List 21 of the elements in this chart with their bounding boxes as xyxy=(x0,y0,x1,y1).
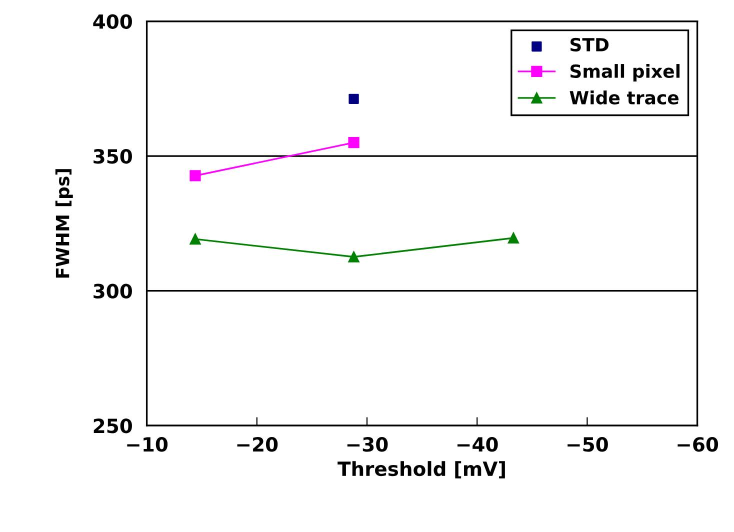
x-axis-title: Threshold [mV] xyxy=(338,461,505,478)
y-tick-label: 300 xyxy=(94,284,132,298)
x-tick-label: −30 xyxy=(347,437,388,452)
y-tick-label: 350 xyxy=(94,149,132,164)
point xyxy=(348,94,359,104)
point xyxy=(508,232,519,244)
legend-label: STD xyxy=(570,38,609,52)
x-tick-label: −20 xyxy=(237,437,278,452)
x-tick-label: −40 xyxy=(457,437,498,452)
legend-label: Wide trace xyxy=(570,90,679,105)
point xyxy=(190,234,201,245)
point xyxy=(190,170,201,182)
x-tick-label: −50 xyxy=(568,437,608,452)
x-tick-label: −10 xyxy=(127,437,168,452)
y-tick-label: 250 xyxy=(94,418,132,434)
legend-label: Small pixel xyxy=(570,64,680,82)
y-tick-label: 400 xyxy=(93,14,132,29)
point xyxy=(348,251,360,262)
point xyxy=(348,137,360,148)
x-tick-label: −60 xyxy=(678,437,718,452)
y-axis-title: FWHM [ps] xyxy=(55,169,73,278)
